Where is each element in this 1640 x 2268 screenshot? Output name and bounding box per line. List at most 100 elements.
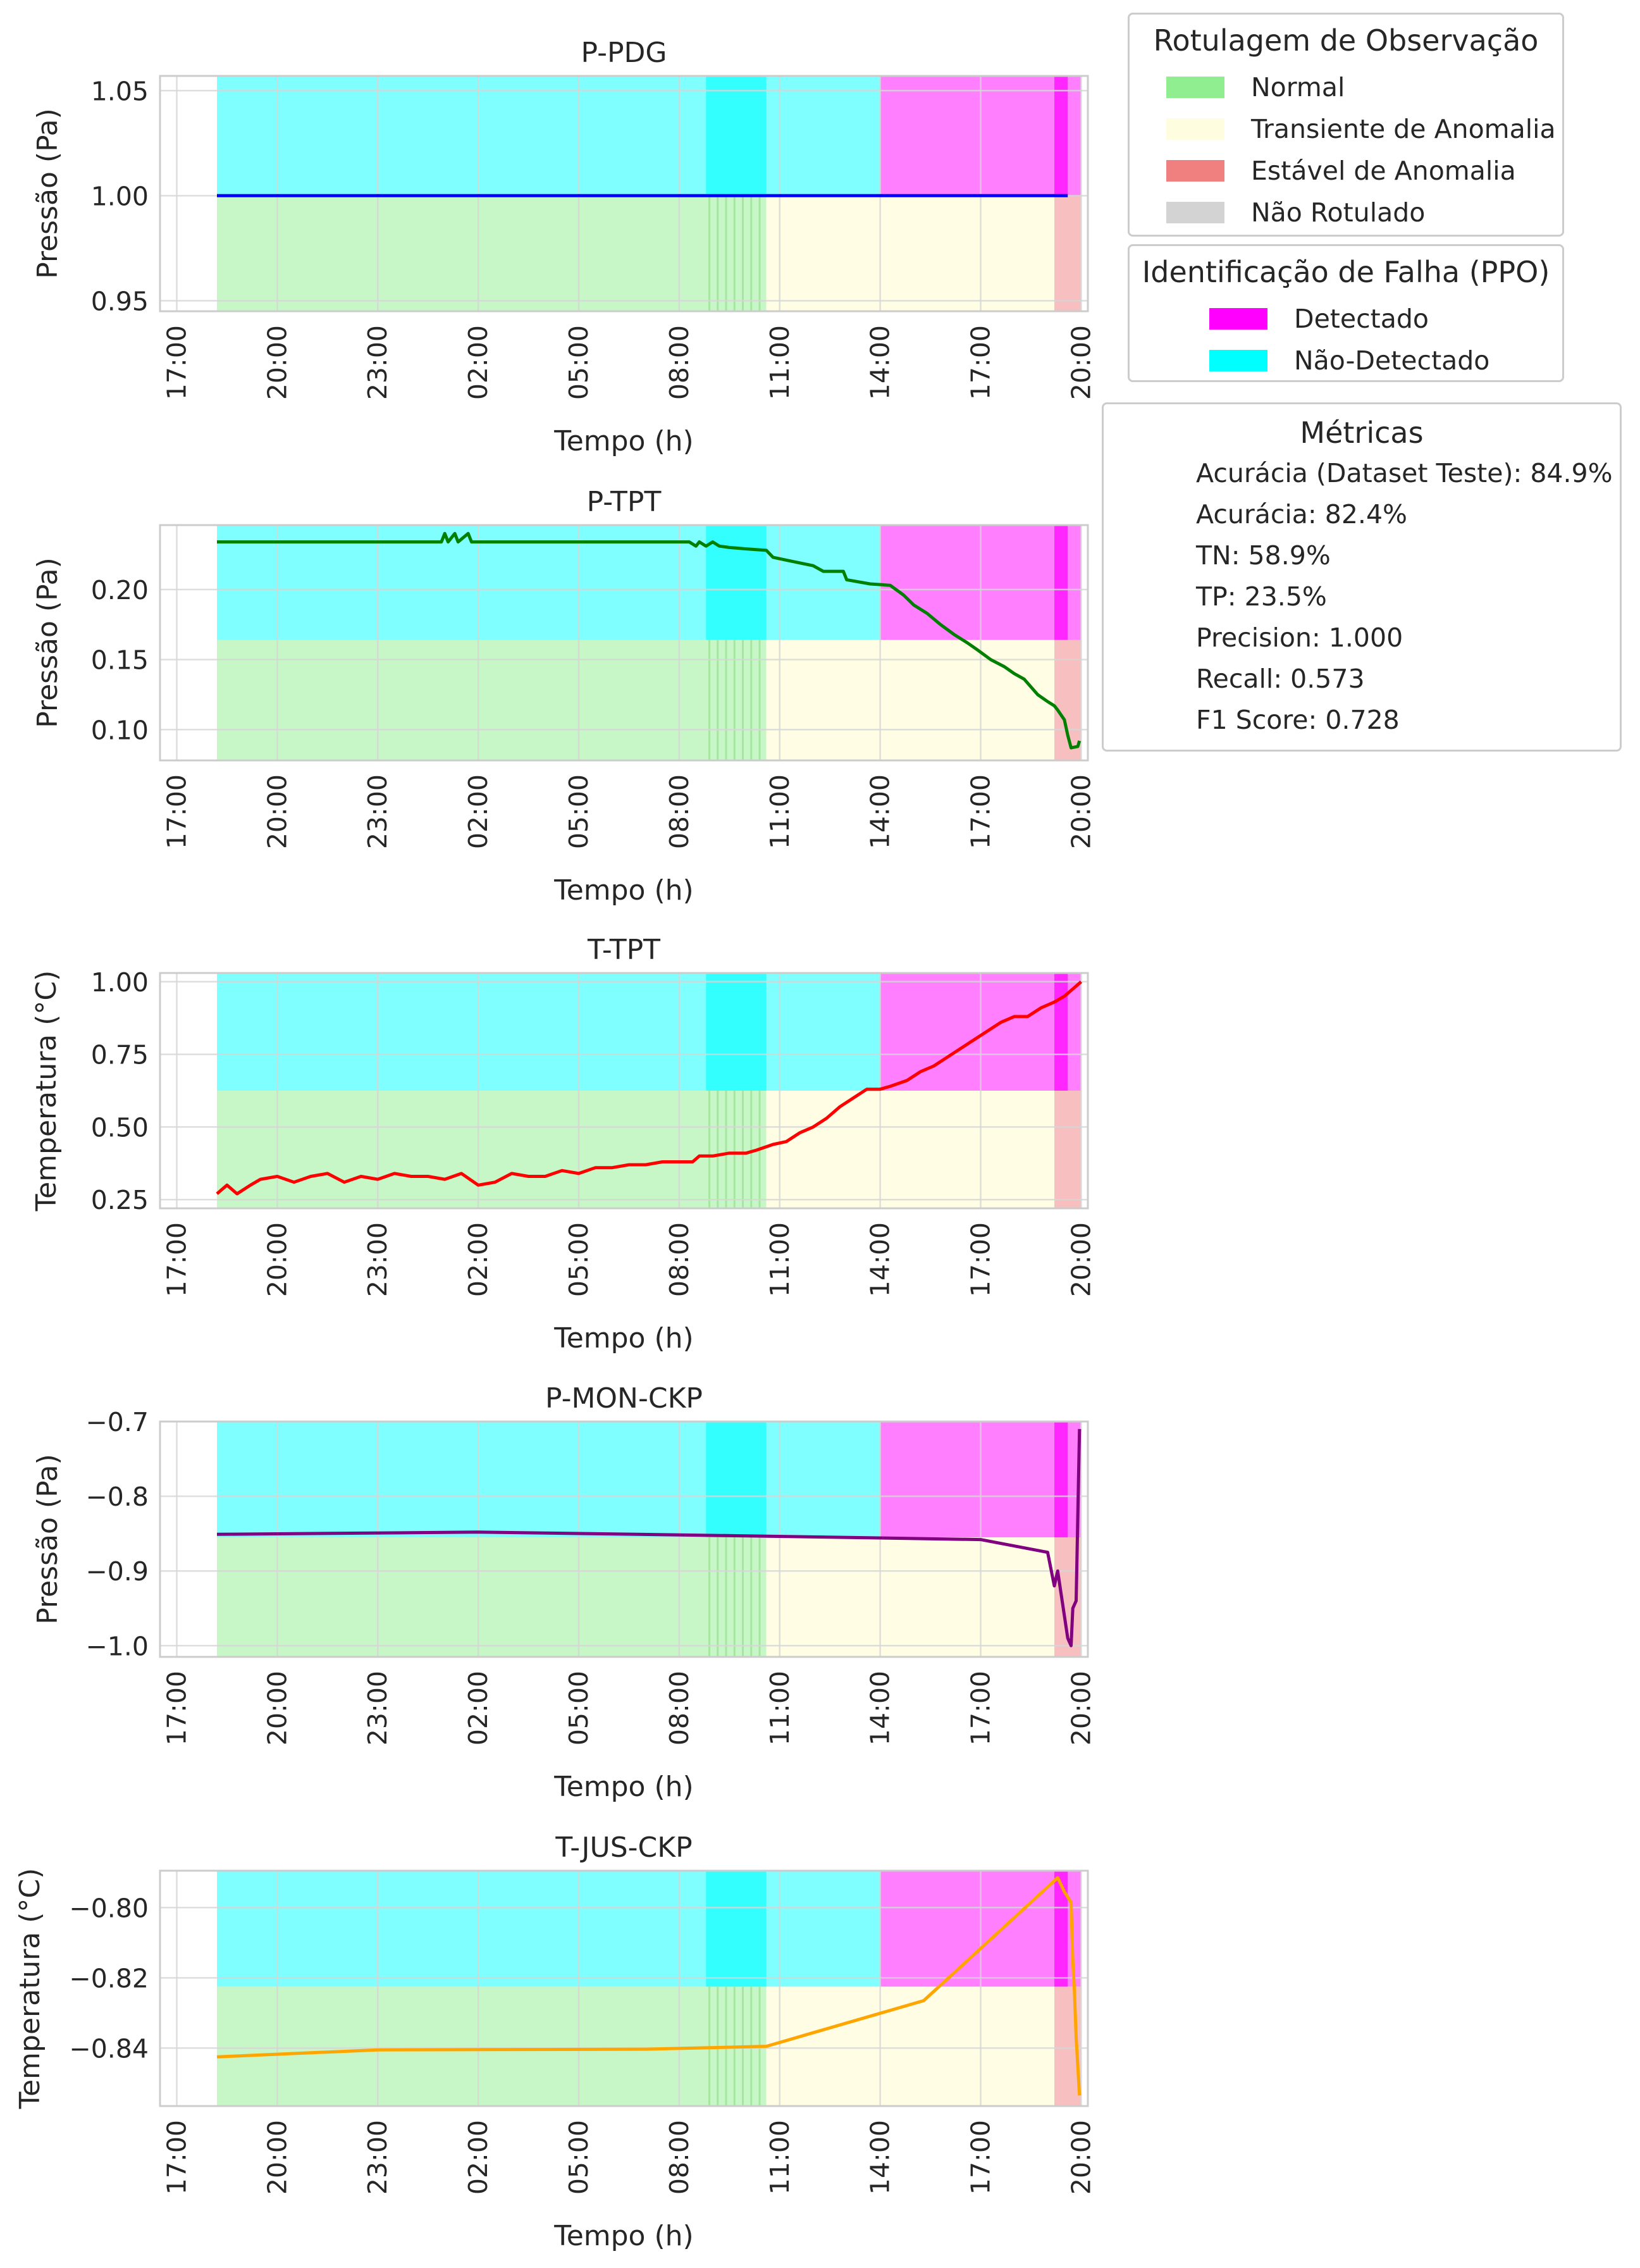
observation-legend-item: Estável de Anomalia xyxy=(1130,155,1562,187)
x-tick-label: 05:00 xyxy=(564,2120,594,2195)
fault-band xyxy=(880,1422,1055,1538)
chart-panel-3: T-TPT 0.25 0.50 0.75 1.00 Temperatura (°C) 17:… xyxy=(30,934,1096,1354)
x-tick-label: 08:00 xyxy=(664,2120,694,2195)
chart-title: T-TPT xyxy=(587,934,660,966)
observation-band xyxy=(706,640,767,760)
observation-band xyxy=(217,640,706,760)
observation-legend: Rotulagem de Observação Normal Transiente… xyxy=(1128,13,1564,237)
legend-label: Detectado xyxy=(1294,304,1429,334)
y-tick-label: −0.80 xyxy=(69,1893,149,1923)
fault-band xyxy=(217,525,706,640)
x-tick-label: 14:00 xyxy=(865,2120,896,2195)
y-tick-label: −0.82 xyxy=(69,1963,149,1993)
x-tick-label: 17:00 xyxy=(161,2120,192,2195)
observation-legend-item: Não Rotulado xyxy=(1130,197,1562,228)
series-line xyxy=(216,1428,1082,1647)
fault-band xyxy=(217,1871,706,1987)
observation-band xyxy=(706,1537,767,1657)
x-tick-label: 17:00 xyxy=(161,1222,192,1297)
fault-band xyxy=(766,76,880,196)
legend-label: Não Rotulado xyxy=(1251,197,1426,228)
fault-band-dense xyxy=(1054,76,1068,196)
legend-swatch xyxy=(1166,160,1224,182)
x-tick-label: 14:00 xyxy=(865,325,896,400)
chart-title: P-PDG xyxy=(581,37,667,69)
x-tick-label: 11:00 xyxy=(765,774,795,849)
chart-title: T-JUS-CKP xyxy=(555,1831,692,1864)
fault-legend-item: Não-Detectado xyxy=(1130,345,1562,376)
observation-band xyxy=(880,1537,1055,1657)
fault-band xyxy=(217,973,706,1091)
chart-panel-5: T-JUS-CKP −0.84 −0.82 −0.80 Temperatura (°C)… xyxy=(14,1831,1096,2252)
metric-line: Recall: 0.573 xyxy=(1196,664,1365,694)
x-tick-label: 20:00 xyxy=(262,774,292,849)
fault-band xyxy=(217,76,706,196)
fault-band-dense xyxy=(1054,525,1068,640)
legend-swatch xyxy=(1209,308,1267,330)
series-line xyxy=(216,1876,1082,2096)
x-tick-label: 17:00 xyxy=(161,325,192,400)
x-tick-label: 20:00 xyxy=(1066,325,1096,400)
x-tick-label: 02:00 xyxy=(463,2120,493,2195)
fault-band xyxy=(766,1422,880,1538)
observation-band xyxy=(766,1537,880,1657)
x-tick-label: 20:00 xyxy=(1066,1671,1096,1745)
y-tick-label: −0.8 xyxy=(85,1482,149,1512)
legend-swatch xyxy=(1166,77,1224,98)
x-tick-label: 08:00 xyxy=(664,1222,694,1297)
y-axis-label: Temperatura (°C) xyxy=(14,1868,46,2110)
fault-band xyxy=(880,525,1055,640)
observation-legend-item: Transiente de Anomalia xyxy=(1130,113,1562,145)
x-tick-label: 23:00 xyxy=(362,1222,393,1297)
observation-band xyxy=(706,195,767,311)
y-tick-label: 0.20 xyxy=(91,575,149,605)
y-tick-label: −1.0 xyxy=(85,1631,149,1661)
x-tick-label: 20:00 xyxy=(1066,2120,1096,2195)
y-tick-label: 0.15 xyxy=(91,645,149,676)
metric-line: Acurácia: 82.4% xyxy=(1196,499,1407,530)
plot-frame xyxy=(159,75,1089,313)
plot-frame xyxy=(159,1420,1089,1658)
x-tick-label: 17:00 xyxy=(966,325,996,400)
metric-line: TN: 58.9% xyxy=(1196,540,1331,571)
x-tick-label: 02:00 xyxy=(463,774,493,849)
x-tick-label: 11:00 xyxy=(765,1671,795,1745)
x-tick-label: 20:00 xyxy=(262,1671,292,1745)
x-tick-label: 05:00 xyxy=(564,1222,594,1297)
metrics-box: Métricas Acurácia (Dataset Teste): 84.9%… xyxy=(1102,402,1622,752)
x-tick-label: 02:00 xyxy=(463,1671,493,1745)
metric-line: Acurácia (Dataset Teste): 84.9% xyxy=(1196,458,1613,488)
chart-panel-4: P-MON-CKP −1.0 −0.9 −0.8 −0.7 Pressão (Pa) 17:… xyxy=(32,1382,1096,1803)
y-tick-label: 1.00 xyxy=(91,181,149,211)
x-tick-label: 23:00 xyxy=(362,1671,393,1745)
x-tick-label: 05:00 xyxy=(564,1671,594,1745)
fault-band-dense xyxy=(1054,973,1068,1091)
observation-band xyxy=(766,640,880,760)
fault-band-dense xyxy=(706,973,767,1091)
fault-band-dense xyxy=(706,76,767,196)
fault-band-dense xyxy=(1054,1422,1068,1538)
fault-legend: Identificação de Falha (PPO) Detectado Nã… xyxy=(1128,244,1564,382)
x-tick-label: 17:00 xyxy=(966,1222,996,1297)
x-axis-label: Tempo (h) xyxy=(553,2220,693,2252)
observation-band xyxy=(217,1537,706,1657)
x-tick-label: 08:00 xyxy=(664,325,694,400)
y-tick-label: 0.95 xyxy=(91,286,149,316)
x-tick-label: 20:00 xyxy=(1066,774,1096,849)
legend-label: Estável de Anomalia xyxy=(1251,156,1516,186)
x-tick-label: 08:00 xyxy=(664,1671,694,1745)
observation-band xyxy=(766,195,880,311)
chart-title: P-TPT xyxy=(587,486,662,518)
series-line xyxy=(217,531,1082,750)
plot-frame xyxy=(159,524,1089,762)
x-tick-label: 02:00 xyxy=(463,325,493,400)
x-tick-label: 23:00 xyxy=(362,2120,393,2195)
observation-band xyxy=(880,1091,1055,1208)
x-tick-label: 11:00 xyxy=(765,2120,795,2195)
y-axis-label: Temperatura (°C) xyxy=(30,970,63,1212)
fault-band xyxy=(766,1871,880,1987)
x-tick-label: 17:00 xyxy=(161,1671,192,1745)
fault-band xyxy=(766,973,880,1091)
fault-band xyxy=(880,1871,1055,1987)
y-tick-label: 1.00 xyxy=(91,967,149,998)
